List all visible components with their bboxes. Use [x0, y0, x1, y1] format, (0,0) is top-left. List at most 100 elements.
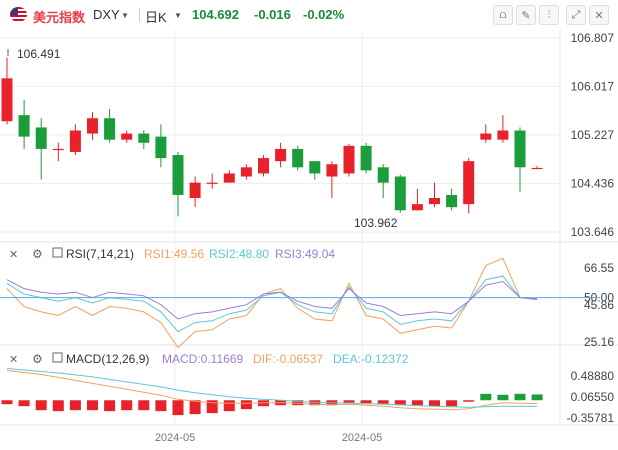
candle-body	[326, 164, 338, 177]
macd-bar	[104, 400, 116, 412]
candle-body	[463, 161, 475, 205]
macd-bar	[394, 400, 406, 406]
candle	[463, 158, 475, 214]
rsi-settings-icon[interactable]: ⚙	[32, 247, 43, 261]
rsi-panel[interactable]: ✕ ⚙ RSI(7,14,21) RSI1:49.56 RSI2:48.80 R…	[0, 247, 614, 349]
symbol-code[interactable]: DXY	[93, 7, 120, 22]
macd-bar	[1, 400, 13, 405]
chart-header: 美元指数 DXY ▼ 日K ▼ 104.692 -0.016 -0.02% ⩍ …	[0, 0, 618, 30]
indicator-icon[interactable]: ⫶	[539, 5, 559, 25]
candle	[121, 130, 133, 143]
macd-bar	[189, 400, 201, 415]
high-marker-label: 106.491	[17, 47, 61, 61]
candle	[52, 142, 64, 162]
price-tick-label: 106.807	[571, 31, 615, 45]
candle-body	[1, 78, 13, 122]
macd-settings-icon[interactable]: ⚙	[32, 352, 43, 366]
low-marker-label: 103.962	[354, 216, 398, 230]
macd-panel[interactable]: ✕ ⚙ MACD(12,26,9) MACD:0.11669 DIF:-0.06…	[1, 352, 615, 425]
macd-bar	[35, 400, 47, 411]
candle	[497, 115, 509, 143]
macd-bar	[463, 400, 475, 402]
rsi-line-3	[6, 279, 538, 320]
candle-body	[480, 133, 492, 140]
candle	[1, 57, 13, 125]
close-icon[interactable]: ✕	[589, 5, 609, 25]
macd-title: MACD(12,26,9)	[66, 352, 149, 366]
candle-body	[429, 197, 440, 205]
x-tick-label: 2024-05	[342, 432, 382, 444]
candle-body	[240, 167, 252, 177]
rsi-toggle-icon[interactable]	[52, 247, 63, 258]
price-tick-label: 106.017	[571, 79, 615, 93]
dif-line	[6, 370, 538, 411]
period-chevron-down-icon[interactable]: ▼	[174, 11, 182, 20]
macd-bar	[343, 400, 355, 403]
macd-collapse-icon[interactable]: ✕	[9, 353, 18, 366]
symbol-chevron-down-icon[interactable]: ▼	[121, 11, 129, 20]
candle	[292, 145, 304, 171]
macd-bar	[87, 400, 98, 411]
candle	[377, 164, 389, 198]
rsi-collapse-icon[interactable]: ✕	[9, 248, 18, 261]
candle	[275, 142, 287, 168]
candle	[394, 174, 406, 213]
candle	[514, 127, 526, 192]
macd-tick-label: 0.48880	[571, 369, 615, 383]
chart-type-icon[interactable]: ⩍	[493, 5, 513, 25]
candle-body	[69, 130, 81, 152]
candle	[206, 173, 218, 189]
rsi1-label: RSI1:49.56	[144, 247, 204, 261]
rsi-tick-label: 66.55	[584, 261, 614, 275]
last-price: 104.692	[192, 7, 239, 22]
macd-bar	[429, 400, 440, 407]
candle-body	[258, 158, 269, 174]
macd-bar	[360, 400, 372, 404]
x-tick-label: 2024-05	[155, 432, 195, 444]
header-divider	[139, 8, 140, 22]
candle-body	[172, 155, 184, 195]
candle	[360, 142, 372, 174]
symbol-name[interactable]: 美元指数	[33, 10, 86, 25]
rsi-lines	[6, 257, 538, 349]
dea-value-label: DEA:-0.12372	[333, 352, 409, 366]
macd-bar	[172, 400, 184, 416]
candle	[223, 170, 235, 183]
macd-bar	[377, 400, 389, 404]
candle-body	[87, 118, 98, 134]
macd-bar	[138, 400, 150, 411]
candle-body	[52, 148, 64, 151]
dif-value-label: DIF:-0.06537	[253, 352, 323, 366]
candle	[18, 99, 30, 149]
macd-bar	[206, 400, 218, 414]
macd-bar	[309, 400, 321, 406]
period-select[interactable]: 日K	[145, 10, 167, 25]
candle	[446, 188, 458, 211]
candle	[104, 109, 116, 143]
rsi-title: RSI(7,14,21)	[66, 247, 134, 261]
macd-bar	[411, 400, 423, 406]
candle-body	[35, 127, 47, 149]
candle	[258, 155, 269, 177]
macd-bar	[531, 394, 543, 401]
candle	[35, 118, 47, 180]
candlestick-panel[interactable]: 106.807 106.017 105.227 104.436 103.646 106.…	[1, 31, 615, 239]
candle-body	[121, 133, 133, 140]
candle	[309, 161, 321, 180]
candles	[1, 57, 543, 217]
macd-bar	[69, 400, 81, 411]
macd-toggle-icon[interactable]	[52, 352, 63, 363]
candle-body	[343, 145, 355, 174]
price-change-percent: -0.02%	[303, 7, 345, 22]
us-flag-icon	[10, 7, 27, 22]
macd-bar	[18, 400, 30, 407]
candle-body	[411, 204, 423, 211]
price-tick-label: 103.646	[571, 225, 615, 239]
price-tick-label: 104.436	[571, 177, 615, 191]
candle	[429, 182, 440, 208]
draw-icon[interactable]: ✎	[516, 5, 536, 25]
dea-line	[6, 368, 538, 408]
fullscreen-icon[interactable]: ⤢	[566, 5, 586, 25]
macd-tick-label: 0.06550	[571, 390, 615, 404]
